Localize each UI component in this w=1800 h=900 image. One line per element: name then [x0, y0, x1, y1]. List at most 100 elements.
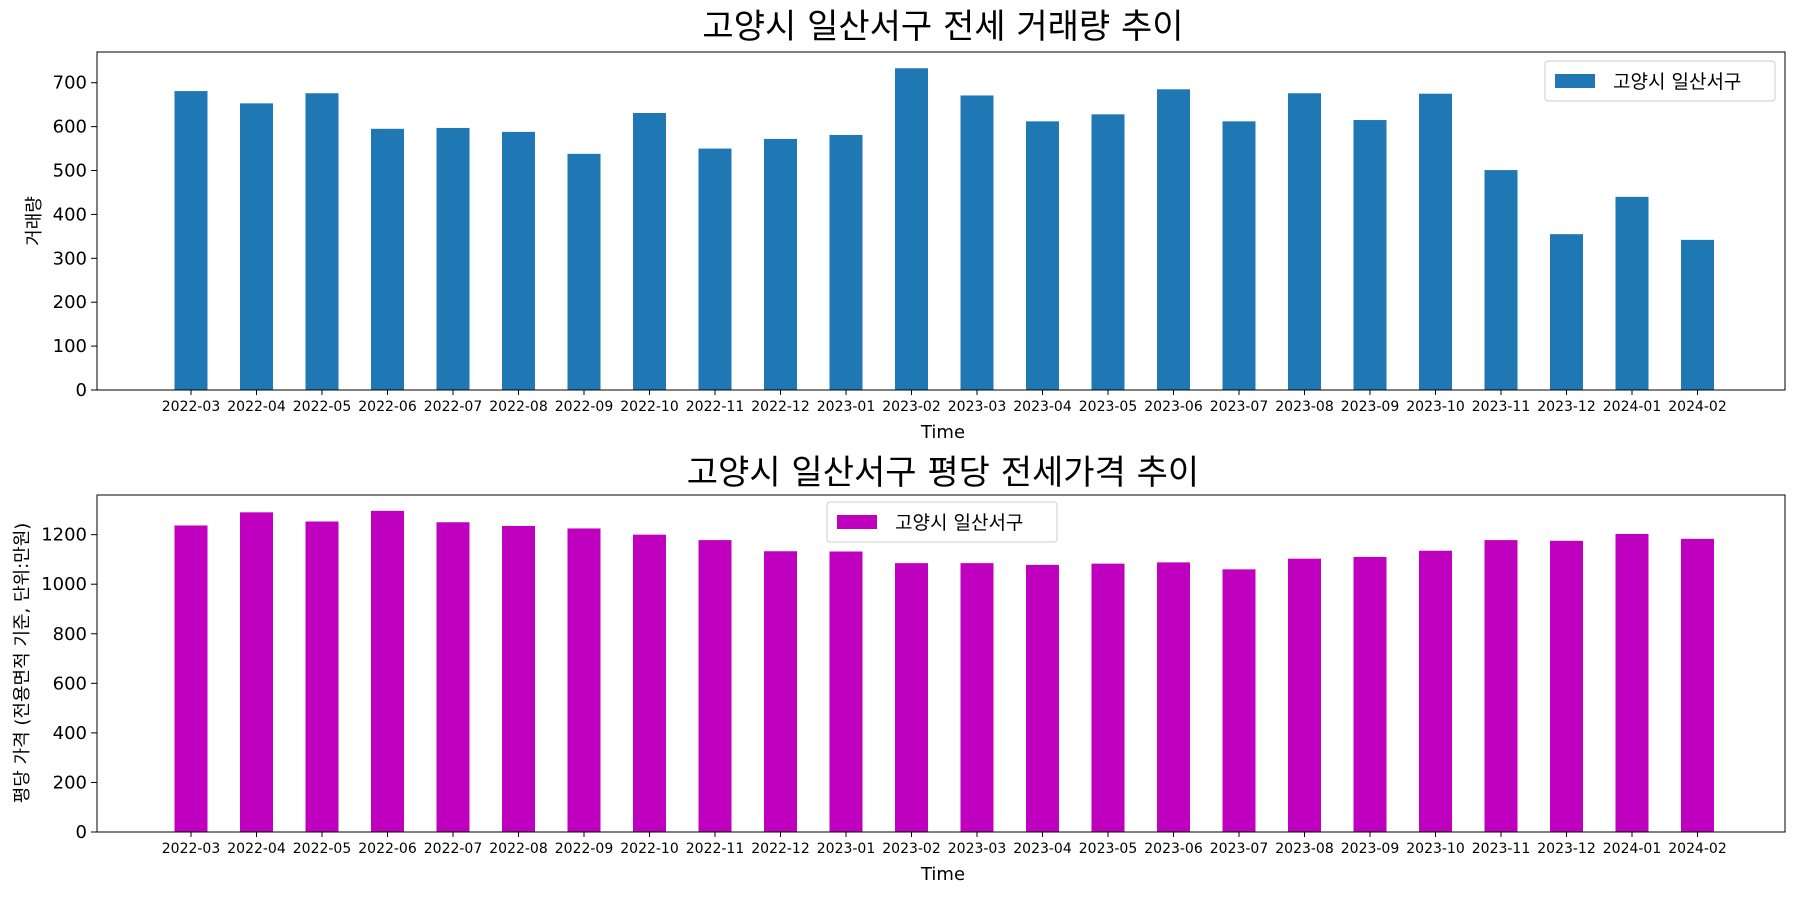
- chart-price-y-tick-label: 1200: [41, 525, 87, 546]
- chart-price-title: 고양시 일산서구 평당 전세가격 추이: [687, 453, 1199, 493]
- chart-price-y-tick-label: 600: [53, 673, 87, 694]
- chart-volume-x-tick-label: 2022-12: [751, 399, 810, 415]
- chart-volume-y-tick-label: 400: [53, 204, 87, 225]
- chart-price-bar: [371, 510, 404, 832]
- chart-volume-bar: [1550, 234, 1583, 390]
- chart-price-x-tick-label: 2023-03: [948, 841, 1007, 857]
- chart-price-y-tick-label: 400: [53, 723, 87, 744]
- chart-volume-x-tick-label: 2023-01: [817, 399, 876, 415]
- chart-volume-bar: [1484, 170, 1518, 390]
- chart-volume-x-tick-label: 2022-08: [489, 399, 548, 415]
- chart-price-x-tick-label: 2023-10: [1406, 841, 1465, 857]
- chart-volume-x-tick-label: 2023-10: [1406, 399, 1465, 415]
- chart-volume-x-axis: 2022-03 2022-04 2022-05 2022-06 2022-07 2022-…: [162, 390, 1727, 415]
- chart-price-bar: [174, 525, 208, 832]
- chart-price-y-tick-label: 1000: [41, 574, 87, 595]
- chart-price-bars: [174, 510, 1714, 832]
- chart-price-x-tick-label: 2024-02: [1668, 841, 1727, 857]
- chart-price-bar: [1419, 550, 1452, 832]
- chart-volume-y-axis-label: 거래량: [24, 196, 45, 246]
- chart-volume-bar: [895, 68, 928, 390]
- chart-volume-bar: [1222, 121, 1256, 391]
- chart-volume-bar: [1091, 114, 1125, 391]
- chart-volume-x-tick-label: 2023-11: [1472, 399, 1531, 415]
- chart-price-bar: [1157, 562, 1190, 832]
- chart-volume-bar: [567, 153, 601, 390]
- chart-volume-bar: [436, 127, 470, 391]
- chart-price-bar: [1550, 540, 1583, 832]
- chart-price-bar: [502, 525, 535, 832]
- chart-price-x-tick-label: 2022-10: [620, 841, 679, 857]
- chart-volume-legend-box: [1544, 60, 1776, 102]
- chart-volume-x-tick-label: 2023-07: [1210, 399, 1269, 415]
- chart-volume-y-tick-label: 500: [53, 161, 87, 182]
- chart-price-x-tick-label: 2023-07: [1210, 841, 1269, 857]
- chart-volume-x-tick-label: 2023-09: [1341, 399, 1400, 415]
- chart-volume-bar: [371, 128, 404, 390]
- chart-price-x-tick-label: 2022-05: [293, 841, 352, 857]
- chart-price-bar: [633, 534, 666, 832]
- chart-volume-bar: [174, 91, 208, 390]
- chart-volume-legend: 고양시 일산서구: [1544, 60, 1776, 102]
- chart-volume: 고양시 일산서구 전세 거래량 추이 0 100 200 300 400 500 600 70…: [24, 7, 1786, 443]
- chart-volume-bar: [633, 113, 666, 390]
- chart-price-bar: [1353, 556, 1387, 832]
- chart-price-legend-box: [826, 501, 1058, 543]
- chart-volume-x-tick-label: 2024-02: [1668, 399, 1727, 415]
- chart-price-bar: [764, 551, 797, 832]
- chart-volume-legend-swatch: [1555, 74, 1595, 88]
- chart-price-x-tick-label: 2023-12: [1537, 841, 1596, 857]
- chart-price: 고양시 일산서구 평당 전세가격 추이 0 200 400 600 800 1000 120…: [12, 453, 1786, 885]
- chart-volume-bar: [240, 103, 273, 390]
- chart-price-bar: [960, 563, 994, 832]
- chart-volume-bar: [960, 95, 994, 390]
- chart-price-y-axis-label: 평당 가격 (전용면적 기준, 단위:만원): [12, 523, 33, 804]
- chart-price-x-tick-label: 2022-09: [555, 841, 614, 857]
- chart-price-x-tick-label: 2022-04: [227, 841, 286, 857]
- chart-volume-bar: [305, 93, 339, 391]
- chart-volume-bar: [698, 148, 732, 390]
- chart-price-x-tick-label: 2022-06: [358, 841, 417, 857]
- chart-volume-bar: [1353, 120, 1387, 390]
- chart-price-y-axis: 0 200 400 600 800 1000 1200: [41, 525, 97, 843]
- chart-volume-x-tick-label: 2022-07: [424, 399, 483, 415]
- chart-volume-x-axis-label: Time: [920, 422, 965, 443]
- chart-price-legend-label: 고양시 일산서구: [895, 512, 1023, 534]
- chart-volume-y-tick-label: 600: [53, 117, 87, 138]
- chart-price-y-tick-label: 200: [53, 772, 87, 793]
- chart-volume-bar: [1419, 93, 1452, 391]
- chart-price-plot-frame: [96, 494, 1786, 833]
- chart-volume-x-tick-label: 2022-11: [686, 399, 745, 415]
- chart-volume-bar: [1157, 89, 1190, 390]
- chart-volume-x-tick-label: 2024-01: [1603, 399, 1662, 415]
- chart-volume-x-tick-label: 2022-05: [293, 399, 352, 415]
- chart-price-x-tick-label: 2023-06: [1144, 841, 1203, 857]
- chart-volume-x-tick-label: 2022-10: [620, 399, 679, 415]
- chart-price-legend: 고양시 일산서구: [826, 501, 1058, 543]
- chart-price-x-tick-label: 2022-11: [686, 841, 745, 857]
- chart-price-bar: [895, 563, 928, 832]
- chart-price-bar: [436, 522, 470, 832]
- chart-price-bar: [1484, 540, 1518, 832]
- chart-price-bar: [567, 528, 601, 832]
- chart-volume-x-tick-label: 2022-09: [555, 399, 614, 415]
- chart-price-x-axis-label: Time: [920, 864, 965, 885]
- chart-volume-bar: [1026, 121, 1059, 391]
- chart-price-bar: [1615, 533, 1649, 832]
- chart-price-x-tick-label: 2022-07: [424, 841, 483, 857]
- chart-volume-x-tick-label: 2023-02: [882, 399, 941, 415]
- chart-volume-x-tick-label: 2023-03: [948, 399, 1007, 415]
- chart-volume-bar: [829, 134, 863, 390]
- chart-volume-bar: [1615, 196, 1649, 390]
- chart-price-bar: [1681, 538, 1714, 832]
- chart-price-x-axis: 2022-03 2022-04 2022-05 2022-06 2022-07 2022-…: [162, 832, 1727, 857]
- chart-volume-x-tick-label: 2023-05: [1079, 399, 1138, 415]
- chart-volume-bar: [1288, 93, 1321, 391]
- chart-price-bar: [1222, 569, 1256, 832]
- chart-price-x-tick-label: 2024-01: [1603, 841, 1662, 857]
- chart-volume-plot-frame: [96, 51, 1786, 391]
- chart-price-x-tick-label: 2023-04: [1013, 841, 1072, 857]
- chart-price-x-tick-label: 2022-08: [489, 841, 548, 857]
- chart-volume-x-tick-label: 2023-12: [1537, 399, 1596, 415]
